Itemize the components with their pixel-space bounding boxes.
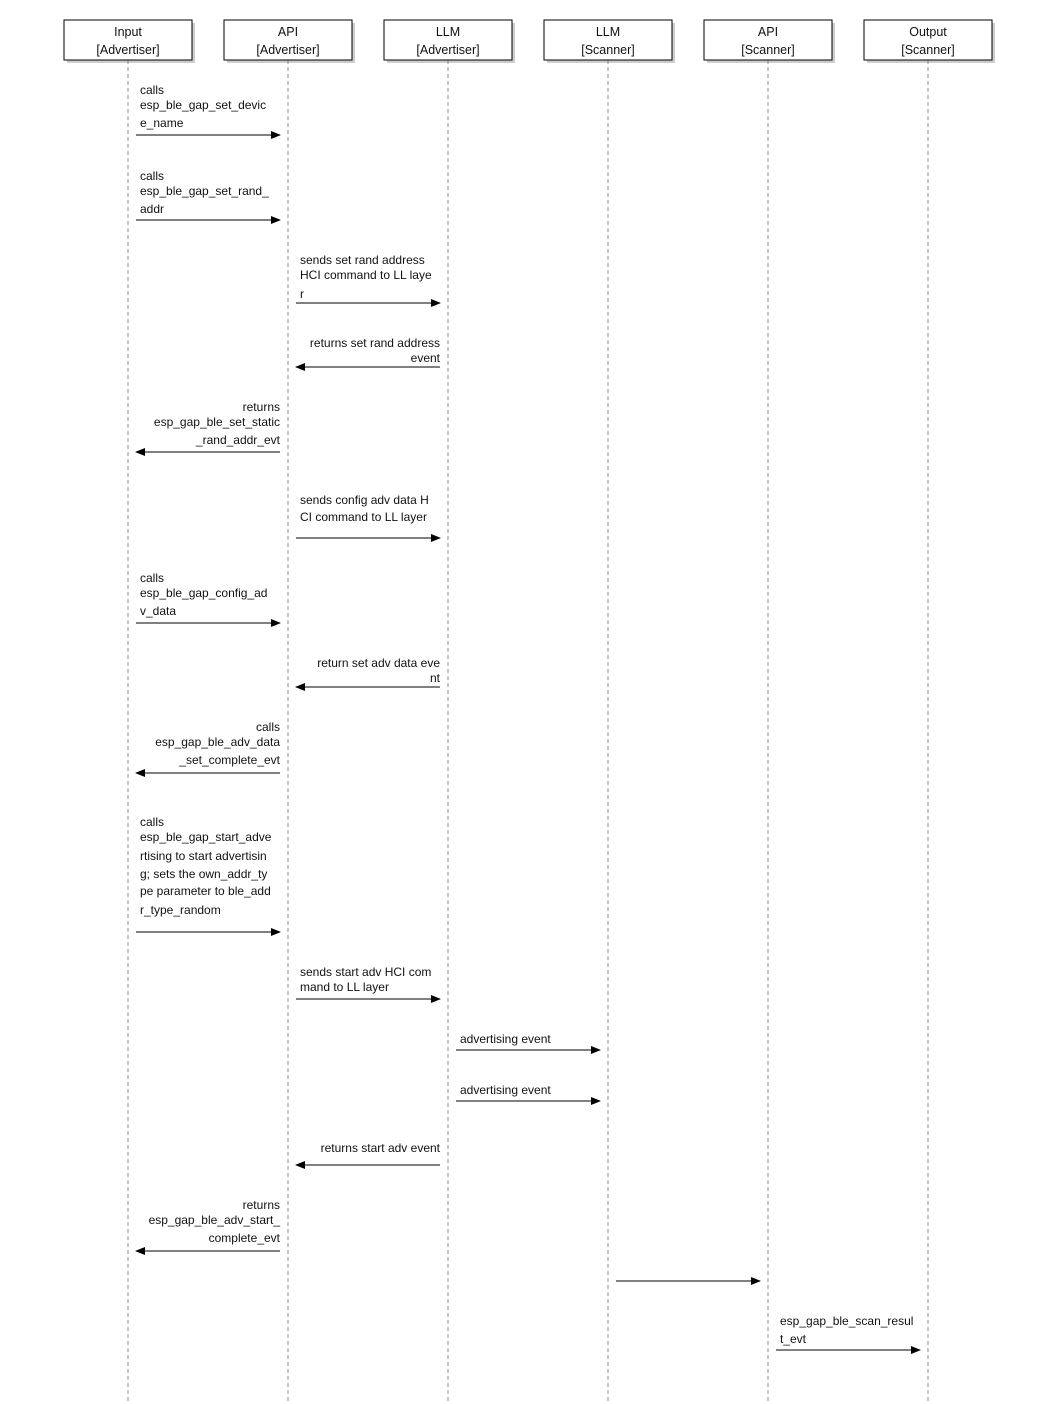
participant-box: API [Scanner] bbox=[703, 19, 835, 63]
participant-name: API bbox=[758, 25, 778, 39]
participant-box: Output [Scanner] bbox=[863, 19, 995, 63]
message-label: t_evt bbox=[780, 1332, 807, 1346]
participant-box: API [Advertiser] bbox=[223, 19, 355, 63]
message-label: esp_ble_gap_config_ad bbox=[140, 586, 267, 600]
box-frame bbox=[383, 19, 513, 61]
message-label: advertising event bbox=[460, 1032, 551, 1046]
message: sends start adv HCI command to LL layer bbox=[296, 965, 441, 1003]
participant-box: Input [Advertiser] bbox=[63, 19, 195, 63]
participant-role: [Advertiser] bbox=[416, 43, 479, 57]
message-label: complete_evt bbox=[209, 1231, 281, 1245]
participant-role: [Scanner] bbox=[741, 43, 795, 57]
participant-role: [Scanner] bbox=[581, 43, 635, 57]
participant-name: Input bbox=[114, 25, 142, 39]
message-label: mand to LL layer bbox=[300, 980, 389, 994]
message-label: returns bbox=[243, 1198, 280, 1212]
message: esp_gap_ble_scan_resul t_evt bbox=[776, 1314, 921, 1354]
participant-role: [Advertiser] bbox=[96, 43, 159, 57]
message: sends config adv data H CI command to LL … bbox=[296, 493, 441, 542]
message-label: calls bbox=[140, 169, 164, 183]
message-label: sends set rand address bbox=[300, 253, 425, 267]
message-label: esp_ble_gap_set_rand_ bbox=[140, 184, 269, 198]
participant-role: [Scanner] bbox=[901, 43, 955, 57]
message-label: esp_gap_ble_adv_start_ bbox=[149, 1213, 281, 1227]
participant-box: LLM [Advertiser] bbox=[383, 19, 515, 63]
message-label: advertising event bbox=[460, 1083, 551, 1097]
box-frame bbox=[543, 19, 673, 61]
message-label: esp_ble_gap_set_devic bbox=[140, 98, 266, 112]
message-label: calls bbox=[140, 83, 164, 97]
message: advertising event bbox=[456, 1083, 601, 1105]
box-frame bbox=[863, 19, 993, 61]
message-label: calls bbox=[140, 815, 164, 829]
message: advertising event bbox=[456, 1032, 601, 1054]
message-label: g; sets the own_addr_ty bbox=[140, 867, 267, 881]
message-label: rtising to start advertisin bbox=[140, 849, 267, 863]
message: returns start adv event bbox=[295, 1141, 441, 1169]
participant-box: LLM [Scanner] bbox=[543, 19, 675, 63]
participant-role: [Advertiser] bbox=[256, 43, 319, 57]
message-label: e_name bbox=[140, 116, 184, 130]
message-label: calls bbox=[256, 720, 280, 734]
participant-name: LLM bbox=[596, 25, 620, 39]
message: return set adv data event bbox=[295, 656, 441, 691]
message-label: sends start adv HCI com bbox=[300, 965, 431, 979]
message-label: esp_ble_gap_start_adve bbox=[140, 830, 272, 844]
message-label: v_data bbox=[140, 604, 176, 618]
message-label: r_type_random bbox=[140, 903, 221, 917]
box-frame bbox=[703, 19, 833, 61]
message-label: esp_gap_ble_set_static bbox=[154, 415, 280, 429]
message-label: CI command to LL layer bbox=[300, 510, 427, 524]
participant-name: LLM bbox=[436, 25, 460, 39]
box-frame bbox=[63, 19, 193, 61]
participant-name: API bbox=[278, 25, 298, 39]
message-label: returns start adv event bbox=[321, 1141, 441, 1155]
message-label: esp_gap_ble_scan_resul bbox=[780, 1314, 913, 1328]
message-label: calls bbox=[140, 571, 164, 585]
message-label: r bbox=[300, 287, 304, 301]
box-frame bbox=[223, 19, 353, 61]
message-label: return set adv data eve bbox=[317, 656, 440, 670]
message-label: returns bbox=[243, 400, 280, 414]
message-label: returns set rand address bbox=[310, 336, 440, 350]
message-label: pe parameter to ble_add bbox=[140, 884, 271, 898]
message-label: nt bbox=[430, 671, 441, 685]
message-label: addr bbox=[140, 202, 164, 216]
participant-name: Output bbox=[909, 25, 947, 39]
message-label: HCI command to LL laye bbox=[300, 268, 432, 282]
message-label: event bbox=[411, 351, 441, 365]
message-label: sends config adv data H bbox=[300, 493, 429, 507]
message-label: _set_complete_evt bbox=[178, 753, 280, 767]
message-label: esp_gap_ble_adv_data bbox=[155, 735, 280, 749]
message-label: _rand_addr_evt bbox=[195, 433, 281, 447]
